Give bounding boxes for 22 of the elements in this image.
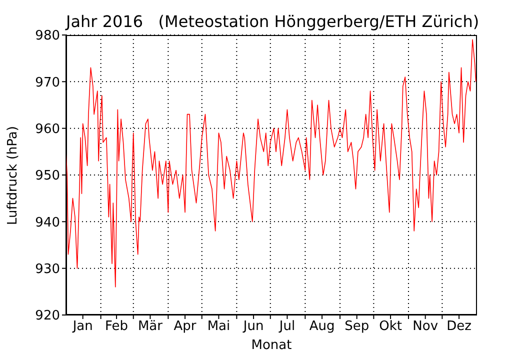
x-tick-label: Aug (309, 319, 335, 334)
x-tick-label: Jun (242, 319, 264, 334)
y-tick-label: 930 (35, 262, 60, 277)
x-tick-label: Mär (138, 319, 164, 334)
y-tick-label: 960 (35, 122, 60, 137)
x-tick-label: Feb (105, 319, 128, 334)
x-tick-label: Jul (278, 319, 296, 334)
y-tick-label: 970 (35, 75, 60, 90)
x-tick-label: Dez (446, 319, 472, 334)
y-tick-label: 980 (35, 28, 60, 44)
chart-title: Jahr 2016 (Meteostation Hönggerberg/ETH Zürich) (66, 12, 480, 31)
x-tick-label: Sep (344, 319, 370, 334)
x-tick-label: Okt (379, 319, 402, 334)
y-tick-label: 920 (35, 308, 60, 324)
x-tick-label: Mai (207, 319, 230, 334)
x-tick-label: Apr (174, 319, 197, 334)
y-axis-title: Luftdruck (hPa) (6, 126, 21, 225)
y-tick-label: 940 (35, 215, 60, 230)
x-tick-label: Nov (412, 319, 438, 334)
x-tick-label: Jan (72, 319, 93, 334)
y-tick-label: 950 (35, 168, 60, 184)
x-axis-title: Monat (251, 338, 292, 350)
